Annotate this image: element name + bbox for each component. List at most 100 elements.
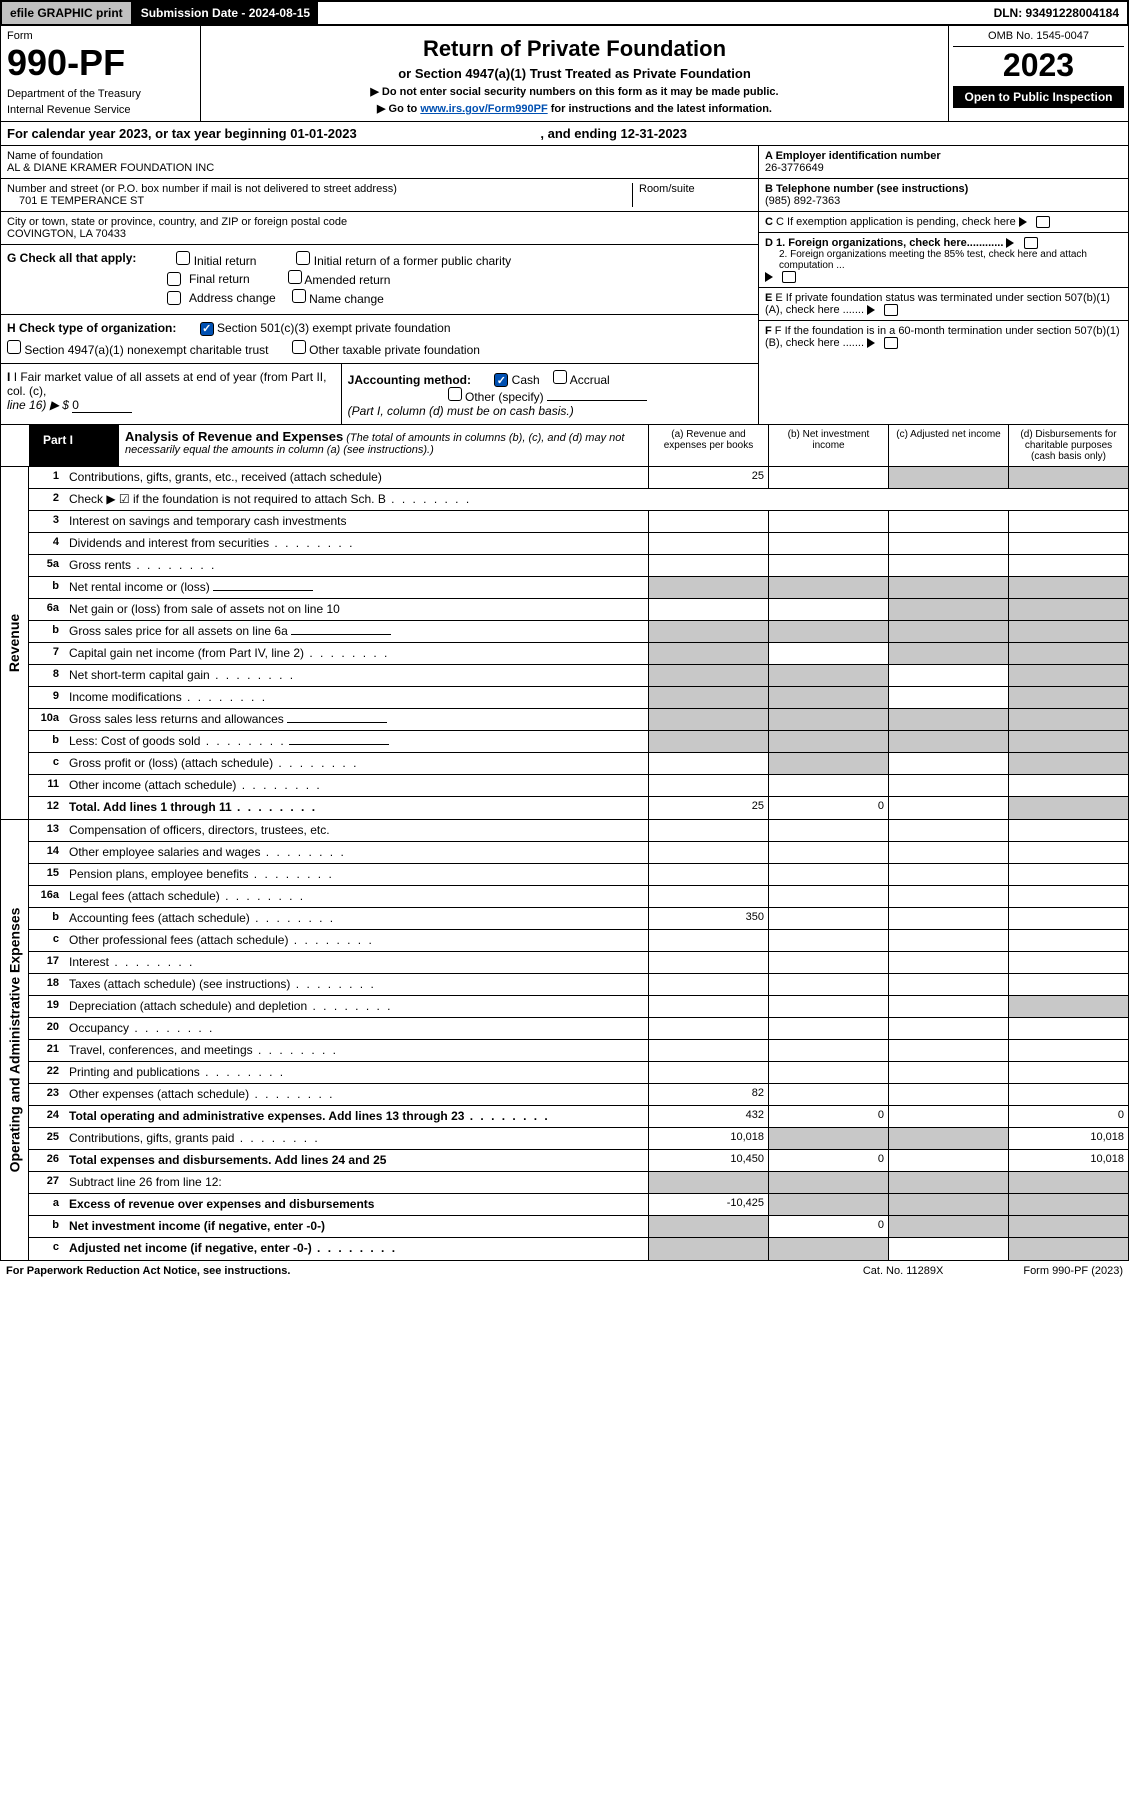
cell-col-b (768, 775, 888, 796)
table-row: 5aGross rents (29, 555, 1128, 577)
cell-col-c (888, 555, 1008, 576)
table-row: cGross profit or (loss) (attach schedule… (29, 753, 1128, 775)
cell-col-d (1008, 687, 1128, 708)
cell-col-d (1008, 820, 1128, 841)
tax-year: 2023 (953, 47, 1124, 84)
checkbox-e[interactable] (884, 304, 898, 316)
checkbox-c[interactable] (1036, 216, 1050, 228)
cell-col-c (888, 908, 1008, 929)
section-e: E E If private foundation status was ter… (759, 288, 1128, 321)
row-number: 13 (29, 820, 65, 841)
cell-col-b (768, 665, 888, 686)
dept-irs: Internal Revenue Service (7, 104, 194, 116)
phone-cell: B Telephone number (see instructions) (9… (759, 179, 1128, 212)
cell-col-b: 0 (768, 1106, 888, 1127)
page-footer: For Paperwork Reduction Act Notice, see … (0, 1261, 1129, 1281)
cell-col-a (648, 864, 768, 885)
table-row: bNet investment income (if negative, ent… (29, 1216, 1128, 1238)
row-number: b (29, 908, 65, 929)
footer-form-ref: Form 990-PF (2023) (1023, 1265, 1123, 1277)
arrow-icon (1006, 238, 1014, 248)
row-number: 14 (29, 842, 65, 863)
row-description: Taxes (attach schedule) (see instruction… (65, 974, 648, 995)
form-title: Return of Private Foundation (211, 36, 938, 62)
table-row: 13Compensation of officers, directors, t… (29, 820, 1128, 842)
checkbox-d2[interactable] (782, 271, 796, 283)
cell-col-c (888, 753, 1008, 774)
cell-col-d (1008, 1194, 1128, 1215)
row-description: Subtract line 26 from line 12: (65, 1172, 648, 1193)
cell-col-b (768, 1238, 888, 1260)
checkbox-f[interactable] (884, 337, 898, 349)
cell-col-b (768, 687, 888, 708)
checkbox-other-taxable[interactable] (292, 340, 306, 354)
form-header-center: Return of Private Foundation or Section … (201, 26, 948, 121)
cell-col-d (1008, 621, 1128, 642)
cell-col-a (648, 996, 768, 1017)
cell-col-d (1008, 996, 1128, 1017)
row-description: Less: Cost of goods sold (65, 731, 648, 752)
part-1-label: Part I (33, 429, 83, 451)
cell-col-b (768, 952, 888, 973)
efile-print-button[interactable]: efile GRAPHIC print (2, 2, 133, 24)
cell-col-c (888, 1216, 1008, 1237)
row-description: Net rental income or (loss) (65, 577, 648, 598)
row-description: Contributions, gifts, grants, etc., rece… (65, 467, 648, 488)
irs-link[interactable]: www.irs.gov/Form990PF (420, 103, 547, 115)
row-number: c (29, 1238, 65, 1260)
cell-col-a (648, 621, 768, 642)
checkbox-cash[interactable]: ✓ (494, 373, 508, 387)
cell-col-a (648, 775, 768, 796)
checkbox-address-change[interactable] (167, 291, 181, 305)
section-g: G Check all that apply: Initial return I… (1, 245, 758, 315)
cell-col-c (888, 886, 1008, 907)
cell-col-c (888, 775, 1008, 796)
row-description: Interest on savings and temporary cash i… (65, 511, 648, 532)
row-number: b (29, 1216, 65, 1237)
row-number: 8 (29, 665, 65, 686)
cell-col-b (768, 1128, 888, 1149)
cell-col-a: 350 (648, 908, 768, 929)
row-description: Dividends and interest from securities (65, 533, 648, 554)
cell-col-b (768, 842, 888, 863)
checkbox-initial-return[interactable] (176, 251, 190, 265)
checkbox-accrual[interactable] (553, 370, 567, 384)
checkbox-d1[interactable] (1024, 237, 1038, 249)
table-row: cAdjusted net income (if negative, enter… (29, 1238, 1128, 1260)
dln-label: DLN: 93491228004184 (986, 2, 1127, 24)
cell-col-d (1008, 665, 1128, 686)
section-c: C C If exemption application is pending,… (759, 212, 1128, 233)
row-number: 27 (29, 1172, 65, 1193)
cell-col-b (768, 643, 888, 664)
cell-col-a (648, 599, 768, 620)
cell-col-d (1008, 1216, 1128, 1237)
table-row: cOther professional fees (attach schedul… (29, 930, 1128, 952)
row-number: 11 (29, 775, 65, 796)
checkbox-amended[interactable] (288, 270, 302, 284)
row-description: Adjusted net income (if negative, enter … (65, 1238, 648, 1260)
row-description: Contributions, gifts, grants paid (65, 1128, 648, 1149)
section-f: F F If the foundation is in a 60-month t… (759, 321, 1128, 353)
cell-col-b (768, 908, 888, 929)
checkbox-501c3[interactable]: ✓ (200, 322, 214, 336)
checkbox-initial-former[interactable] (296, 251, 310, 265)
form-subtitle: or Section 4947(a)(1) Trust Treated as P… (211, 66, 938, 81)
table-row: 11Other income (attach schedule) (29, 775, 1128, 797)
cell-col-d (1008, 467, 1128, 488)
cell-col-b (768, 1172, 888, 1193)
checkbox-final-return[interactable] (167, 272, 181, 286)
cell-col-b (768, 996, 888, 1017)
checkbox-4947[interactable] (7, 340, 21, 354)
checkbox-name-change[interactable] (292, 289, 306, 303)
table-row: 15Pension plans, employee benefits (29, 864, 1128, 886)
cell-col-a (648, 1018, 768, 1039)
row-number: 10a (29, 709, 65, 730)
row-number: b (29, 621, 65, 642)
cell-col-d (1008, 753, 1128, 774)
cell-col-d: 0 (1008, 1106, 1128, 1127)
table-row: 10aGross sales less returns and allowanc… (29, 709, 1128, 731)
table-row: 20Occupancy (29, 1018, 1128, 1040)
row-description: Total. Add lines 1 through 11 (65, 797, 648, 819)
cell-col-d (1008, 709, 1128, 730)
checkbox-other-method[interactable] (448, 387, 462, 401)
